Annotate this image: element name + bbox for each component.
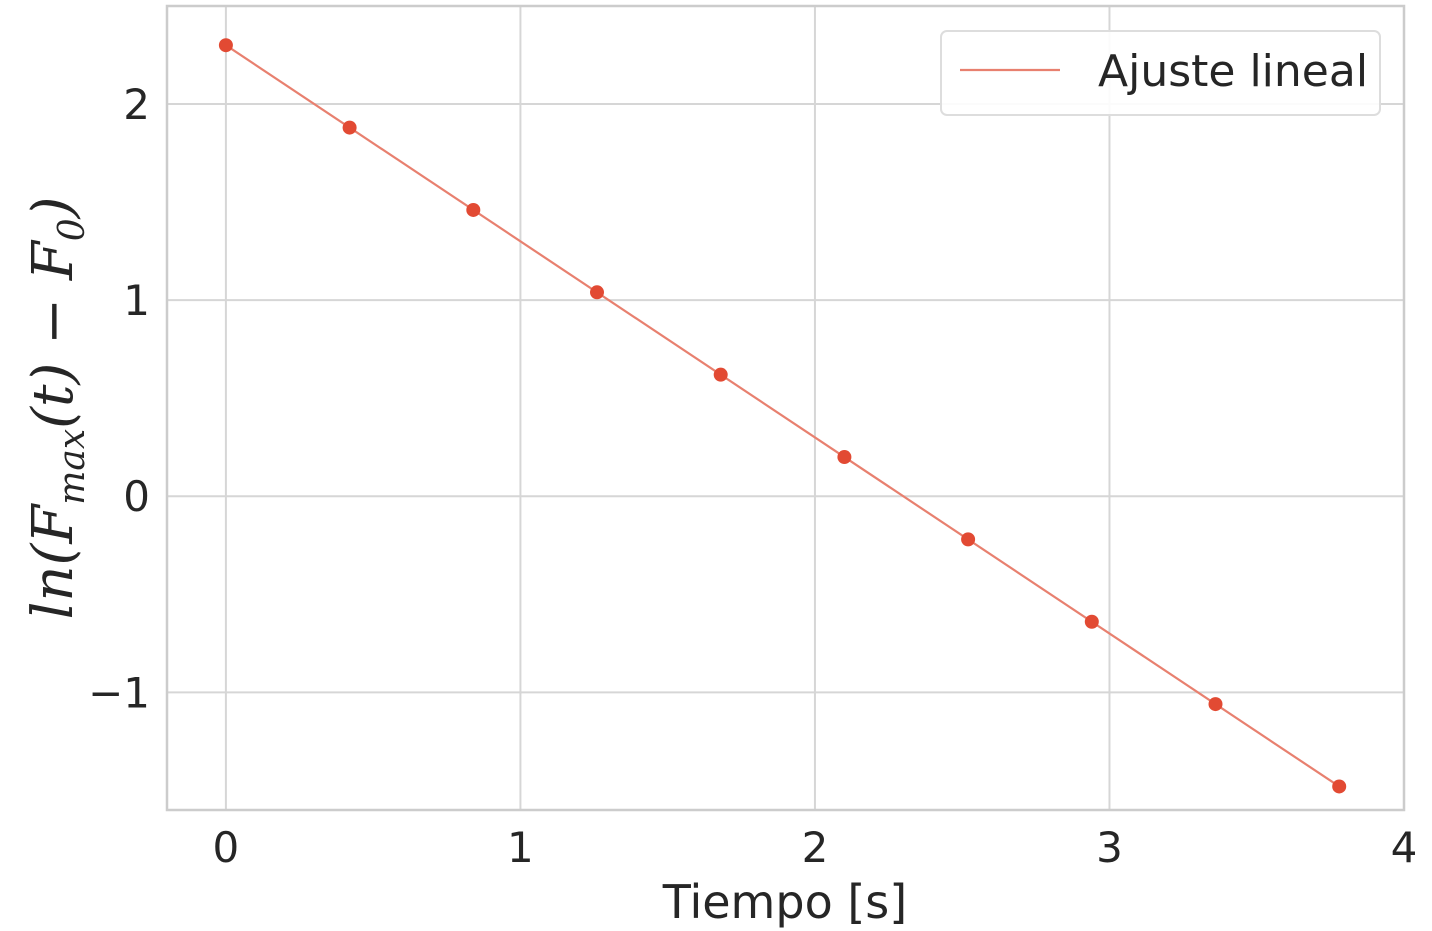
data-point bbox=[590, 285, 605, 300]
data-point bbox=[961, 532, 976, 547]
data-point bbox=[1084, 614, 1099, 629]
data-point bbox=[466, 202, 481, 217]
y-tick-label: 1 bbox=[123, 276, 150, 325]
x-tick-label: 3 bbox=[1096, 823, 1123, 872]
y-tick-label: −1 bbox=[88, 668, 150, 717]
y-tick-label: 0 bbox=[123, 472, 150, 521]
data-point bbox=[342, 120, 357, 135]
series-group bbox=[218, 38, 1347, 794]
data-point bbox=[713, 367, 728, 382]
y-tick-labels: −1 0 1 2 bbox=[88, 80, 150, 717]
plot-area bbox=[167, 6, 1404, 810]
x-tick-label: 1 bbox=[507, 823, 534, 872]
y-tick-label: 2 bbox=[123, 80, 150, 129]
fit-line bbox=[225, 44, 1340, 788]
data-point bbox=[1208, 697, 1223, 712]
data-point bbox=[1332, 779, 1347, 794]
plot-frame bbox=[165, 4, 1406, 812]
data-point bbox=[837, 450, 852, 465]
y-axis-label: ln(Fmax(t) − F0) bbox=[21, 197, 93, 620]
data-point bbox=[218, 38, 233, 53]
x-axis-label: Tiempo [s] bbox=[662, 875, 907, 929]
x-tick-label: 0 bbox=[213, 823, 240, 872]
legend: Ajuste lineal bbox=[940, 30, 1381, 116]
x-tick-labels: 0 1 2 3 4 bbox=[213, 823, 1418, 872]
x-tick-label: 4 bbox=[1391, 823, 1418, 872]
x-tick-label: 2 bbox=[802, 823, 829, 872]
legend-box bbox=[940, 30, 1381, 116]
legend-label: Ajuste lineal bbox=[1098, 46, 1368, 97]
